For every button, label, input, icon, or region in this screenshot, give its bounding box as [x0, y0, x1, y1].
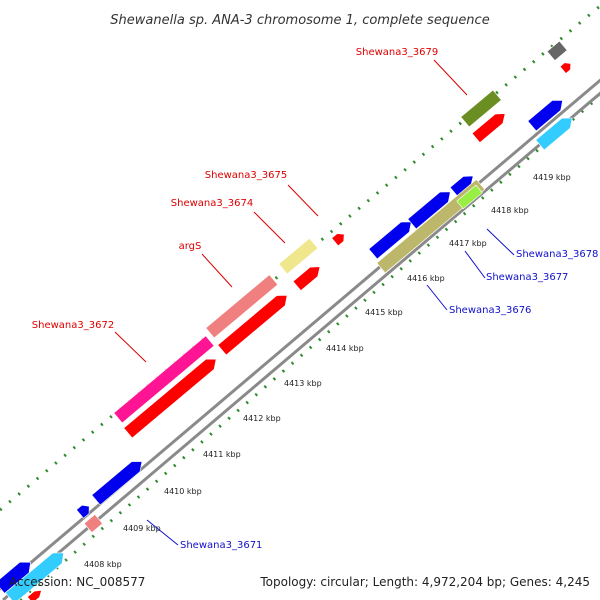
- map-title: Shewanella sp. ANA-3 chromosome 1, compl…: [110, 13, 489, 28]
- gene-label-g3675: Shewana3_3675: [205, 170, 287, 181]
- tick-label-4416: 4416 kbp: [407, 274, 445, 283]
- tick-label-4411: 4411 kbp: [203, 450, 241, 459]
- gene-cyan-bottom-box: [5, 552, 64, 600]
- gene-red-small-box: [292, 266, 321, 292]
- gene-shewana3-3676-box: [376, 179, 486, 274]
- accession-text: Accession: NC_008577: [9, 575, 145, 589]
- gene-blue-low-box: [91, 461, 143, 506]
- gene-label-g3678: Shewana3_3678: [516, 249, 598, 260]
- gene-shewana3-3676-box-group: [376, 179, 486, 274]
- gene-grey-top-box: [546, 40, 568, 62]
- gene-pink-small-box: [83, 513, 104, 534]
- gene-blue-top-a-box: [527, 99, 564, 132]
- topology-summary: Topology: circular; Length: 4,972,204 bp…: [259, 575, 590, 589]
- gene-blue-top-b-box-group: [535, 117, 573, 151]
- kbp-ticks: 4408 kbp 4409 kbp 4410 kbp 4411 kbp 4412 kbp…: [84, 173, 571, 569]
- gene-blue-top-b-box: [535, 117, 573, 151]
- gene-shewana3-3672-box: [113, 335, 215, 424]
- gene-shewana3-3679-box: [460, 89, 502, 128]
- gene-blue-mid-b-box: [407, 191, 451, 230]
- backbone-inner: [2, 91, 600, 600]
- gene-cyan-bottom-box-group: [5, 552, 64, 600]
- tick-label-4413: 4413 kbp: [284, 379, 322, 388]
- gene-red-top-box-group: [471, 113, 506, 144]
- gene-label-g3674: Shewana3_3674: [171, 198, 253, 209]
- gene-blue-mid-c-box-group: [449, 175, 474, 198]
- gene-shewana3-3675-box: [331, 233, 345, 247]
- gene-red-lower-box-group: [123, 358, 217, 439]
- gene-blue-mid-a-box-group: [368, 221, 412, 260]
- gene-blue-bottom-a-box-group: [0, 561, 31, 594]
- tick-label-4418: 4418 kbp: [491, 206, 529, 215]
- chromosome-backbone: [0, 78, 600, 600]
- gene-blue-small-low-box: [76, 504, 90, 519]
- tick-label-4417: 4417 kbp: [449, 239, 487, 248]
- gene-red-lower-box: [123, 358, 217, 439]
- backbone-outer: [0, 78, 600, 591]
- gene-shewana3-3674-box: [278, 237, 319, 275]
- gene-blue-low-box-group: [91, 461, 143, 506]
- gene-red-mid-box-group: [217, 295, 288, 356]
- gene-blue-mid-b-box-group: [407, 191, 451, 230]
- gene-red-tip-box: [559, 62, 571, 74]
- gene-shewana3-3672-box-group: [113, 335, 215, 424]
- leader-line-g3675: [287, 184, 319, 217]
- gene-red-mid-box: [217, 295, 288, 356]
- gene-label-argS: argS: [179, 241, 202, 252]
- gene-args-box: [205, 274, 279, 339]
- inner-dotted-track: [19, 94, 600, 600]
- tick-label-4408: 4408 kbp: [84, 560, 122, 569]
- gene-blue-small-low-box-group: [76, 504, 90, 519]
- gene-shewana3-3674-box-group: [278, 237, 319, 275]
- gene-labels: Shewana3_3679 Shewana3_3675 Shewana3_3674a…: [32, 47, 599, 551]
- gene-label-g3679: Shewana3_3679: [356, 47, 438, 58]
- leader-line-g3672: [114, 331, 147, 363]
- dotted-tracks: [0, 4, 600, 600]
- gene-label-g3677: Shewana3_3677: [486, 272, 568, 283]
- tick-label-4410: 4410 kbp: [164, 487, 202, 496]
- tick-label-4415: 4415 kbp: [365, 308, 403, 317]
- tick-label-4409: 4409 kbp: [123, 524, 161, 533]
- tick-label-4412: 4412 kbp: [243, 414, 281, 423]
- gene-shewana3-3678-box-group: [456, 184, 483, 210]
- leader-line-g3679: [433, 59, 468, 96]
- gene-label-g3676: Shewana3_3676: [449, 305, 531, 316]
- gene-shewana3-3675-box-group: [331, 233, 345, 247]
- gene-label-g3672: Shewana3_3672: [32, 320, 114, 331]
- leader-line-g3677: [464, 250, 486, 279]
- gene-label-g3671: Shewana3_3671: [180, 540, 262, 551]
- gene-red-tip-box-group: [559, 62, 571, 74]
- gene-red-top-box: [471, 113, 506, 144]
- gene-blue-mid-a-box: [368, 221, 412, 260]
- gene-args-box-group: [205, 274, 279, 339]
- leader-line-g3678: [486, 228, 515, 256]
- leader-line-argS: [201, 253, 233, 288]
- gene-blue-top-a-box-group: [527, 99, 564, 132]
- leader-line-g3671: [146, 519, 179, 546]
- gene-red-small-box-group: [292, 266, 321, 292]
- leader-line-g3676: [426, 284, 448, 311]
- gene-pink-small-box-group: [83, 513, 104, 534]
- gene-grey-top-box-group: [546, 40, 568, 62]
- tick-label-4419: 4419 kbp: [533, 173, 571, 182]
- tick-label-4414: 4414 kbp: [326, 344, 364, 353]
- gene-blue-bottom-a-box: [0, 561, 31, 594]
- gene-shewana3-3679-box-group: [460, 89, 502, 128]
- gene-shewana3-3678-box: [456, 184, 483, 210]
- gene-blue-mid-c-box: [449, 175, 474, 198]
- gene-features: [0, 40, 573, 600]
- leader-line-g3674: [253, 211, 286, 244]
